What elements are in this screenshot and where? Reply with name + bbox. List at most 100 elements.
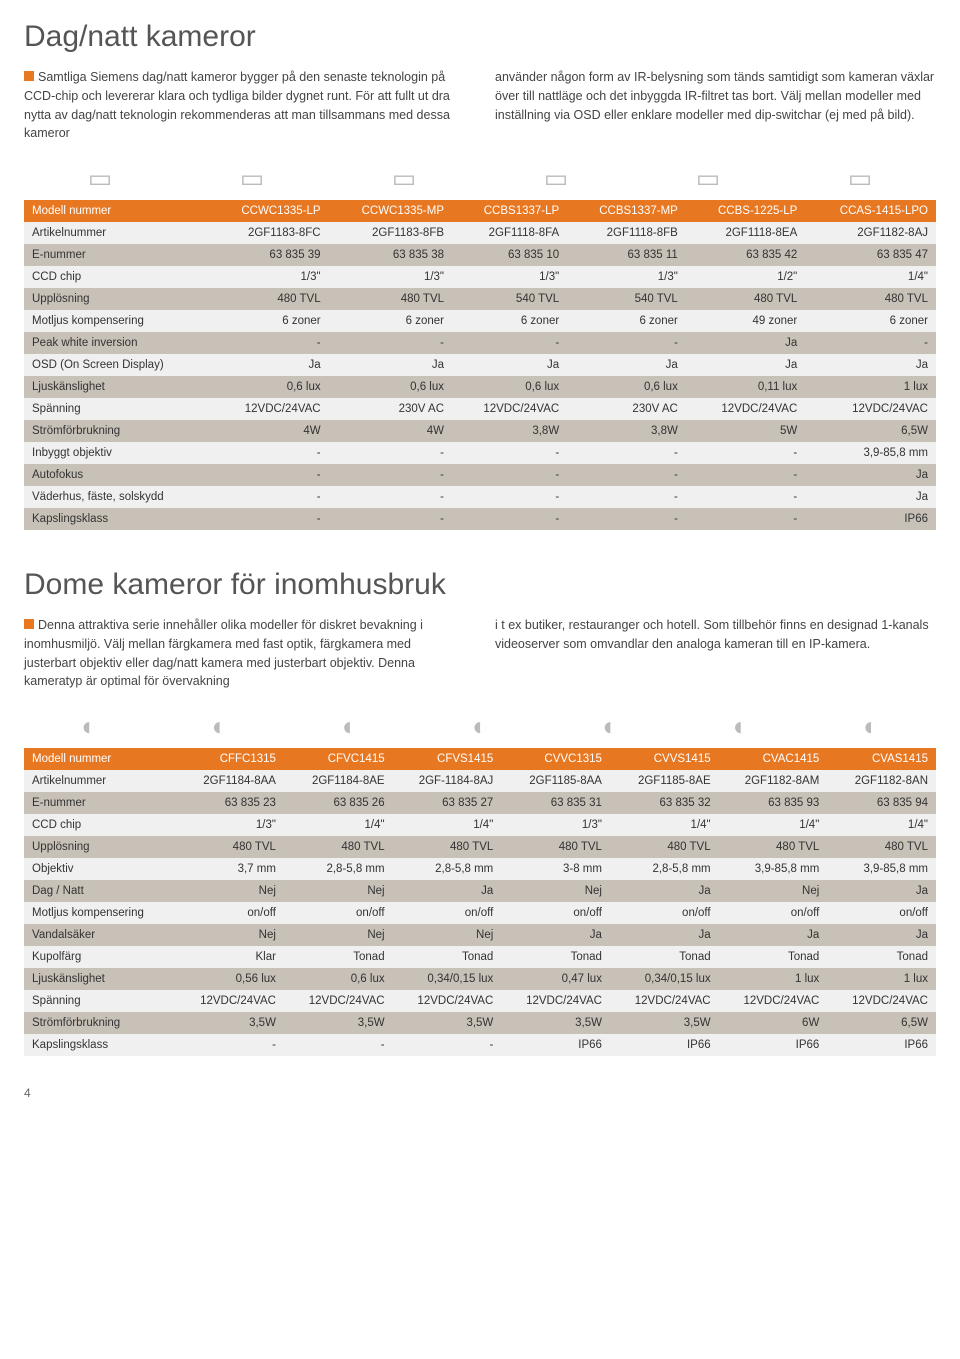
cell-value: 63 835 93 (719, 792, 828, 814)
cell-value: 1/4" (393, 814, 502, 836)
table-row: E-nummer63 835 2363 835 2663 835 2763 83… (24, 792, 936, 814)
table-header-model: CVVS1415 (610, 748, 719, 770)
cell-value: - (175, 1034, 284, 1056)
table-row: Inbyggt objektiv-----3,9-85,8 mm (24, 442, 936, 464)
dome-icon: ◐ (602, 711, 618, 742)
table-row: Strömförbrukning3,5W3,5W3,5W3,5W3,5W6W6,… (24, 1012, 936, 1034)
cell-value: 4W (209, 420, 328, 442)
row-label: Spänning (24, 398, 209, 420)
cell-value: 2,8-5,8 mm (284, 858, 393, 880)
cell-value: - (686, 508, 805, 530)
row-label: Peak white inversion (24, 332, 209, 354)
dome-icon: ◐ (863, 711, 879, 742)
cell-value: 63 835 47 (805, 244, 936, 266)
table-row: Motljus kompenseringon/offon/offon/offon… (24, 902, 936, 924)
cell-value: 12VDC/24VAC (393, 990, 502, 1012)
cell-value: 12VDC/24VAC (452, 398, 567, 420)
cell-value: 3,5W (284, 1012, 393, 1034)
cell-value: 6 zoner (805, 310, 936, 332)
cell-value: 12VDC/24VAC (501, 990, 610, 1012)
table-header-model: CCWC1335-LP (209, 200, 328, 222)
cell-value: 1/2" (686, 266, 805, 288)
cell-value: - (329, 442, 452, 464)
row-label: Dag / Natt (24, 880, 175, 902)
row-label: Ljuskänslighet (24, 376, 209, 398)
cell-value: 3,7 mm (175, 858, 284, 880)
cell-value: Ja (567, 354, 686, 376)
cell-value: 0,34/0,15 lux (610, 968, 719, 990)
cell-value: 2,8-5,8 mm (610, 858, 719, 880)
table-row: Upplösning480 TVL480 TVL480 TVL480 TVL48… (24, 836, 936, 858)
cell-value: 3,9-85,8 mm (805, 442, 936, 464)
cell-value: Ja (805, 464, 936, 486)
cell-value: 3,8W (567, 420, 686, 442)
table-row: Spänning12VDC/24VAC230V AC12VDC/24VAC230… (24, 398, 936, 420)
bullet-icon (24, 619, 34, 629)
table-header-model: CCWC1335-MP (329, 200, 452, 222)
intro-right: använder någon form av IR-belysning som … (495, 68, 936, 143)
cell-value: 3,8W (452, 420, 567, 442)
cell-value: 1/4" (284, 814, 393, 836)
cell-value: 63 835 38 (329, 244, 452, 266)
table-header-model: CFFC1315 (175, 748, 284, 770)
table-header-model: CFVS1415 (393, 748, 502, 770)
cell-value: IP66 (501, 1034, 610, 1056)
cell-value: 1/3" (329, 266, 452, 288)
row-label: OSD (On Screen Display) (24, 354, 209, 376)
row-label: CCD chip (24, 266, 209, 288)
cell-value: - (805, 332, 936, 354)
cell-value: - (284, 1034, 393, 1056)
cell-value: - (567, 486, 686, 508)
row-label: Upplösning (24, 288, 209, 310)
cell-value: - (567, 508, 686, 530)
cell-value: 3,5W (175, 1012, 284, 1034)
cell-value: - (209, 442, 328, 464)
table-header-model: CCAS-1415-LPO (805, 200, 936, 222)
table-row: CCD chip1/3"1/4"1/4"1/3"1/4"1/4"1/4" (24, 814, 936, 836)
table-row: Artikelnummer2GF1184-8AA2GF1184-8AE2GF-1… (24, 770, 936, 792)
camera-icon: ▭ (848, 163, 873, 194)
table-row: E-nummer63 835 3963 835 3863 835 1063 83… (24, 244, 936, 266)
cell-value: 63 835 94 (827, 792, 936, 814)
table-row: Spänning12VDC/24VAC12VDC/24VAC12VDC/24VA… (24, 990, 936, 1012)
cell-value: Tonad (827, 946, 936, 968)
cell-value: 63 835 11 (567, 244, 686, 266)
cell-value: 63 835 26 (284, 792, 393, 814)
cell-value: Nej (284, 924, 393, 946)
cell-value: - (329, 508, 452, 530)
cell-value: 3,9-85,8 mm (827, 858, 936, 880)
cell-value: Nej (719, 880, 828, 902)
cell-value: Ja (610, 880, 719, 902)
intro-left-text-2: Denna attraktiva serie innehåller olika … (24, 618, 423, 688)
table-row: KupolfärgKlarTonadTonadTonadTonadTonadTo… (24, 946, 936, 968)
cell-value: 480 TVL (393, 836, 502, 858)
cell-value: Tonad (393, 946, 502, 968)
table-row: CCD chip1/3"1/3"1/3"1/3"1/2"1/4" (24, 266, 936, 288)
cell-value: 0,56 lux (175, 968, 284, 990)
table-section1: Modell nummerCCWC1335-LPCCWC1335-MPCCBS1… (24, 200, 936, 530)
row-label: Vandalsäker (24, 924, 175, 946)
cell-value: 0,47 lux (501, 968, 610, 990)
dome-icon: ◐ (212, 711, 228, 742)
cell-value: Ja (452, 354, 567, 376)
cell-value: 12VDC/24VAC (209, 398, 328, 420)
cell-value: Ja (501, 924, 610, 946)
cell-value: 63 835 42 (686, 244, 805, 266)
cell-value: Ja (209, 354, 328, 376)
row-label: Motljus kompensering (24, 902, 175, 924)
cell-value: 540 TVL (452, 288, 567, 310)
cell-value: 1/3" (452, 266, 567, 288)
cell-value: 1/3" (567, 266, 686, 288)
cell-value: Nej (501, 880, 610, 902)
cell-value: 6 zoner (209, 310, 328, 332)
cell-value: - (329, 332, 452, 354)
cell-value: 12VDC/24VAC (686, 398, 805, 420)
cell-value: - (209, 332, 328, 354)
cell-value: Ja (393, 880, 502, 902)
table-header-model: CCBS-1225-LP (686, 200, 805, 222)
cell-value: 480 TVL (827, 836, 936, 858)
page-number: 4 (24, 1086, 936, 1100)
cell-value: 0,6 lux (284, 968, 393, 990)
cell-value: IP66 (805, 508, 936, 530)
cell-value: 12VDC/24VAC (284, 990, 393, 1012)
